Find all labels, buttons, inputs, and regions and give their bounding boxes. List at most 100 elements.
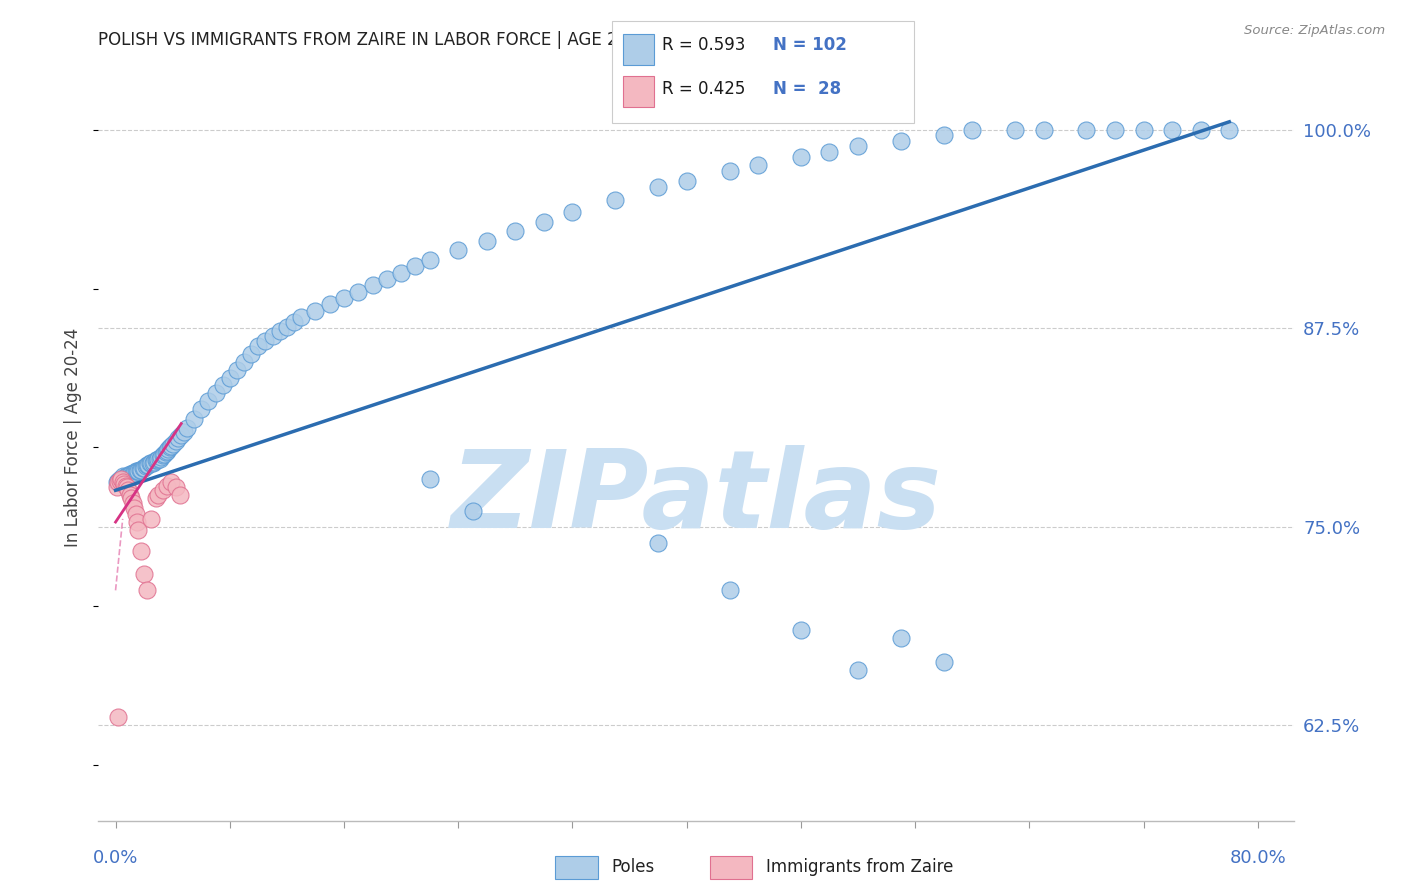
Point xyxy=(605,193,627,207)
Point xyxy=(533,215,555,229)
Point xyxy=(276,319,298,334)
Point xyxy=(110,472,132,486)
Text: 0.0%: 0.0% xyxy=(93,849,138,867)
Point xyxy=(114,478,136,492)
Point xyxy=(125,464,148,478)
Point xyxy=(146,453,169,467)
Point xyxy=(117,483,139,498)
Point xyxy=(1104,122,1126,136)
Point xyxy=(111,469,134,483)
Point xyxy=(333,291,356,305)
Point xyxy=(718,583,741,598)
Point xyxy=(162,437,184,451)
Point xyxy=(170,427,193,442)
Point xyxy=(790,623,813,637)
Point xyxy=(647,180,669,194)
Point xyxy=(141,456,163,470)
Text: POLISH VS IMMIGRANTS FROM ZAIRE IN LABOR FORCE | AGE 20-24 CORRELATION CHART: POLISH VS IMMIGRANTS FROM ZAIRE IN LABOR… xyxy=(98,31,841,49)
Point xyxy=(120,491,142,506)
Point xyxy=(419,472,441,486)
Point xyxy=(183,412,205,426)
Point xyxy=(124,464,146,478)
Point xyxy=(124,507,146,521)
Point xyxy=(1004,122,1026,136)
Point xyxy=(240,347,263,361)
Point xyxy=(1161,122,1184,136)
Point xyxy=(1032,122,1054,136)
Point xyxy=(122,466,145,480)
Y-axis label: In Labor Force | Age 20-24: In Labor Force | Age 20-24 xyxy=(65,327,83,547)
Point xyxy=(108,472,131,486)
Text: Immigrants from Zaire: Immigrants from Zaire xyxy=(766,858,953,876)
Point xyxy=(142,456,165,470)
Point xyxy=(121,466,143,480)
Point xyxy=(419,252,441,267)
Point xyxy=(153,447,176,461)
Point xyxy=(155,445,177,459)
Point xyxy=(145,453,167,467)
Point xyxy=(118,467,141,482)
Point xyxy=(718,164,741,178)
Point xyxy=(112,470,135,484)
Point xyxy=(932,655,955,669)
Point xyxy=(218,370,240,384)
Point xyxy=(173,425,195,439)
Point xyxy=(143,455,166,469)
Point xyxy=(129,543,152,558)
Text: N = 102: N = 102 xyxy=(773,36,848,54)
Text: Poles: Poles xyxy=(612,858,655,876)
Point xyxy=(160,439,183,453)
Point xyxy=(190,402,212,417)
Text: ZIPatlas: ZIPatlas xyxy=(450,445,942,551)
Point xyxy=(122,500,145,515)
Point xyxy=(107,474,129,488)
Point xyxy=(932,128,955,142)
Point xyxy=(890,134,912,148)
Point xyxy=(747,158,769,172)
Point xyxy=(139,456,162,470)
Point xyxy=(176,421,198,435)
Point xyxy=(169,488,191,502)
Point xyxy=(115,480,138,494)
Point xyxy=(675,173,697,187)
Point xyxy=(1189,122,1212,136)
Point xyxy=(131,461,153,475)
Point xyxy=(105,480,128,494)
Point xyxy=(132,461,155,475)
Point xyxy=(347,285,370,299)
Point xyxy=(389,266,412,280)
Point xyxy=(128,463,150,477)
Point xyxy=(561,205,583,219)
Point xyxy=(152,483,174,498)
Point xyxy=(132,567,155,582)
Point xyxy=(404,260,426,274)
Point xyxy=(120,467,142,482)
Point xyxy=(1132,122,1154,136)
Point xyxy=(226,362,249,376)
Point xyxy=(1076,122,1098,136)
Point xyxy=(145,491,167,506)
Point xyxy=(197,394,219,409)
Point xyxy=(269,325,291,339)
Point xyxy=(447,244,470,258)
Point xyxy=(890,631,912,645)
Text: Source: ZipAtlas.com: Source: ZipAtlas.com xyxy=(1244,24,1385,37)
Point xyxy=(115,469,138,483)
Point xyxy=(125,515,148,529)
Point xyxy=(461,504,484,518)
Text: R = 0.593: R = 0.593 xyxy=(662,36,745,54)
Point xyxy=(107,475,129,490)
Point xyxy=(1218,122,1240,136)
Point xyxy=(121,496,143,510)
Point xyxy=(846,663,869,677)
Point xyxy=(149,451,172,466)
Point xyxy=(254,334,277,348)
Point xyxy=(233,354,256,368)
Point xyxy=(647,535,669,549)
Point xyxy=(475,234,498,248)
Point xyxy=(157,442,180,456)
Point xyxy=(818,145,841,159)
Point xyxy=(110,474,132,488)
Point xyxy=(138,458,160,472)
Point xyxy=(136,583,159,598)
